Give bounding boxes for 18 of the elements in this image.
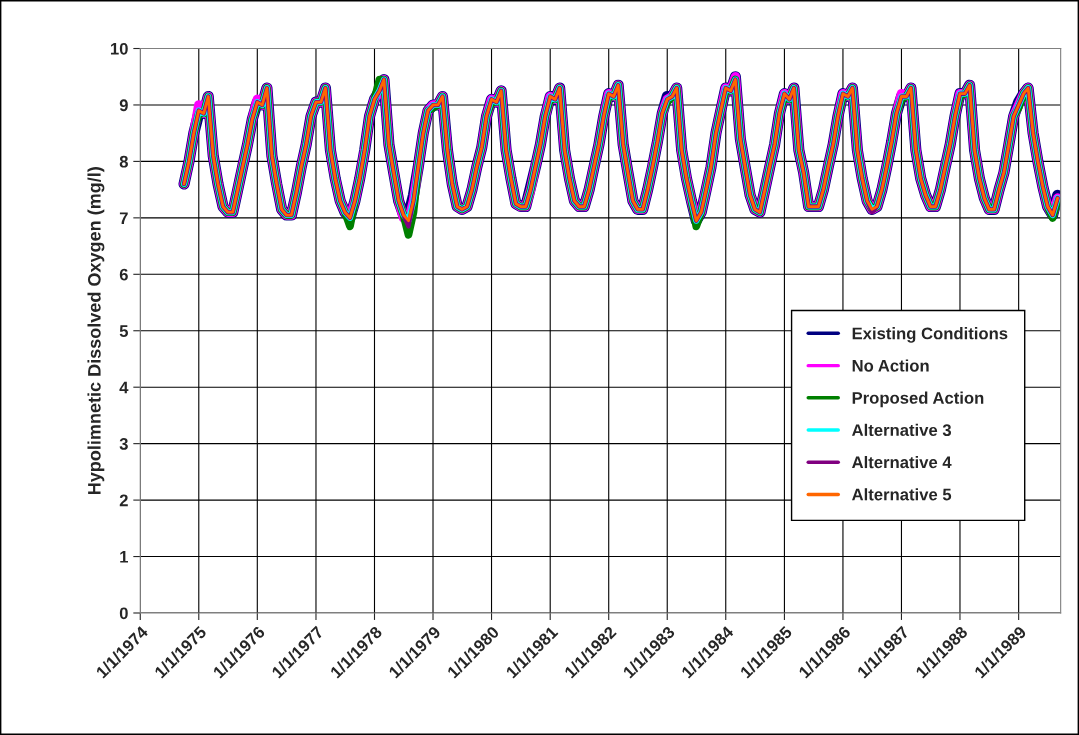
y-tick-label: 9	[119, 99, 128, 112]
y-tick-label: 4	[119, 381, 129, 394]
legend-label: Alternative 3	[851, 423, 952, 437]
y-tick-label: 0	[119, 607, 128, 620]
legend-label: Alternative 4	[851, 455, 952, 469]
y-tick-label: 2	[119, 494, 128, 507]
legend-label: Proposed Action	[852, 391, 984, 408]
y-tick-label: 3	[119, 438, 128, 450]
legend-label: Alternative 5	[851, 488, 952, 501]
y-tick-label: 5	[119, 325, 128, 337]
y-tick-label: 7	[119, 212, 128, 224]
y-tick-label: 1	[120, 551, 128, 563]
legend-label: No Action	[852, 359, 929, 372]
y-tick-label: 6	[119, 268, 128, 281]
y-tick-label: 10	[110, 42, 128, 55]
y-axis-title: Hypolimnetic Dissolved Oxygen (mg/l)	[87, 167, 105, 495]
legend-label: Existing Conditions	[852, 327, 1008, 343]
y-tick-label: 8	[119, 155, 128, 168]
